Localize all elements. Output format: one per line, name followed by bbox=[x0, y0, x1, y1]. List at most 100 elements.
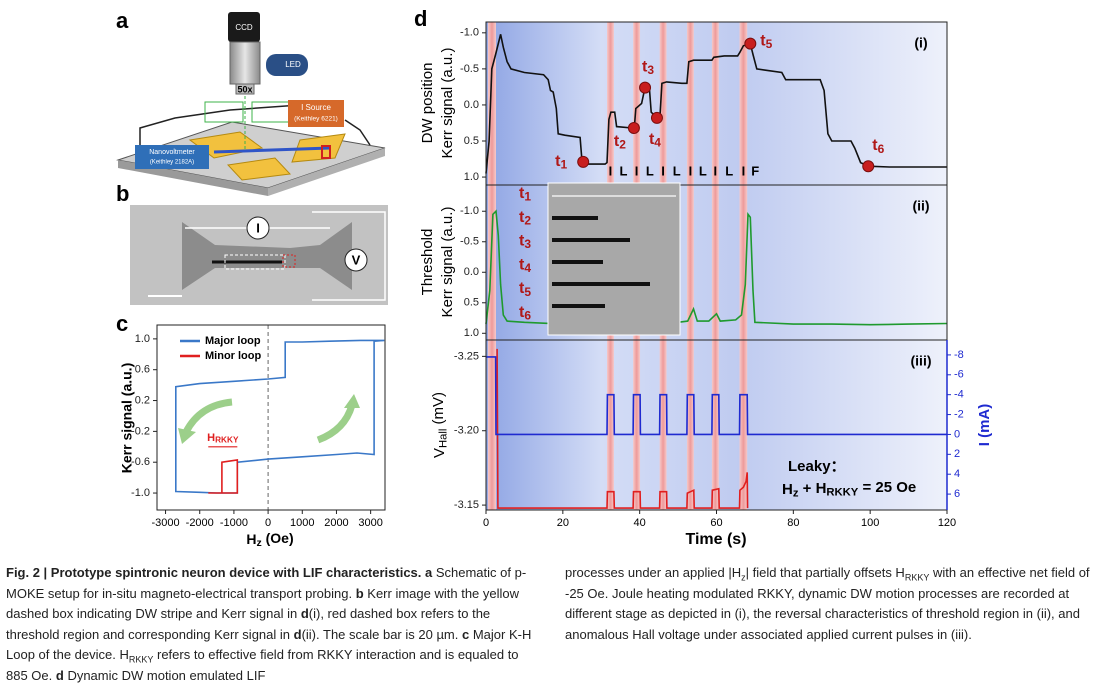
pulse-band bbox=[686, 340, 694, 510]
x-tick-label: 120 bbox=[938, 517, 956, 529]
subplot-label: (ii) bbox=[912, 198, 929, 214]
objective-label: 50x bbox=[237, 84, 252, 94]
pulse-band bbox=[607, 340, 614, 510]
camera bbox=[228, 12, 260, 42]
inset-label: t4 bbox=[519, 257, 531, 276]
text-run: t bbox=[519, 257, 525, 274]
current-source bbox=[288, 100, 344, 127]
text-run: d bbox=[55, 667, 64, 683]
pulse-band bbox=[487, 22, 496, 185]
text-run: refers to effective field from RKKY inte… bbox=[6, 647, 519, 683]
text-run: 4 bbox=[654, 136, 661, 150]
text-run: Hall bbox=[437, 429, 449, 448]
phase-label: I bbox=[609, 163, 613, 178]
pulse-band bbox=[739, 185, 748, 340]
text-run: t bbox=[519, 233, 525, 250]
phase-label: I bbox=[714, 163, 718, 178]
text-run: t bbox=[519, 185, 525, 202]
y-tick-label: 0.5 bbox=[464, 297, 479, 309]
text-run: H bbox=[246, 531, 256, 547]
y-tick-label: 4 bbox=[954, 468, 960, 480]
y-tick-label: -4 bbox=[954, 389, 964, 401]
x-tick-label: 2000 bbox=[324, 517, 348, 529]
data-line bbox=[208, 458, 239, 494]
y-tick-label: 6 bbox=[954, 488, 960, 500]
event-label: t3 bbox=[642, 59, 654, 78]
voltmeter bbox=[135, 145, 209, 169]
microscope bbox=[229, 41, 261, 85]
panel-label: c bbox=[116, 311, 128, 336]
annotation: Leaky： bbox=[788, 458, 846, 475]
caption-right: processes under an applied |Hz| field th… bbox=[565, 563, 1100, 645]
annotation: Hz + HRKKY = 25 Oe bbox=[782, 479, 916, 500]
pulse-band bbox=[739, 22, 748, 185]
annotation: HRKKY bbox=[207, 432, 239, 445]
y-tick-label: -0.6 bbox=[131, 456, 150, 468]
text-run: 1 bbox=[561, 158, 568, 172]
panel-label: d bbox=[414, 6, 427, 31]
phase-label: L bbox=[725, 163, 733, 178]
pulse-band bbox=[686, 185, 694, 340]
inset-bg bbox=[547, 182, 681, 336]
inset-label: t6 bbox=[519, 304, 531, 323]
y-tick-label: 1.0 bbox=[464, 327, 479, 339]
event-marker bbox=[862, 160, 875, 173]
y-tick-label: -0.2 bbox=[131, 425, 150, 437]
figure: a b c d CCD 50x LED I Source (Keithley 6… bbox=[116, 6, 993, 549]
y-axis-label: Kerr signal (a.u.) bbox=[439, 207, 456, 318]
voltmeter bbox=[344, 248, 368, 272]
data-line bbox=[496, 348, 749, 509]
data-line bbox=[485, 34, 947, 174]
phase-label: L bbox=[699, 163, 707, 178]
pulse-band bbox=[487, 340, 496, 510]
text-run: d bbox=[293, 626, 302, 642]
phase-label: L bbox=[620, 163, 628, 178]
text-run: Kerr image with the yellow dashed box in… bbox=[6, 585, 520, 622]
text-run: processes under an applied |H bbox=[565, 565, 742, 580]
event-label: t4 bbox=[649, 131, 661, 150]
kerr-image: I V bbox=[130, 205, 388, 305]
text-run: d bbox=[300, 606, 309, 621]
device bbox=[182, 222, 290, 290]
phase-label: I bbox=[661, 163, 665, 178]
y-tick-label: -6 bbox=[954, 369, 964, 381]
event-marker bbox=[744, 37, 757, 50]
event-label: t5 bbox=[760, 33, 772, 52]
event-marker bbox=[639, 81, 652, 94]
x-tick-label: -3000 bbox=[151, 517, 179, 529]
text-run: z bbox=[741, 572, 746, 583]
pulse-band bbox=[633, 340, 641, 510]
sweep-arrow-head bbox=[178, 428, 196, 444]
y-tick-label: -1.0 bbox=[131, 487, 150, 499]
y-axis-label: Kerr signal (a.u.) bbox=[119, 363, 135, 473]
x-tick-label: 0 bbox=[265, 517, 271, 529]
x-axis-label: Hz (Oe) bbox=[246, 530, 293, 549]
x-tick-label: 40 bbox=[634, 517, 646, 529]
text-run: 2 bbox=[524, 214, 531, 228]
text-run: t bbox=[519, 304, 525, 321]
beam-box bbox=[204, 101, 244, 123]
y-tick-label: 0.0 bbox=[464, 266, 479, 278]
text-run: 1 bbox=[524, 190, 531, 204]
source-label: I Source bbox=[301, 103, 331, 112]
y-tick-label: -3.15 bbox=[454, 499, 479, 511]
y-tick-label: 1.0 bbox=[464, 171, 479, 183]
text-run: RKKY bbox=[215, 435, 239, 444]
text-run: b bbox=[355, 585, 364, 601]
event-marker bbox=[650, 111, 663, 124]
pulse-band bbox=[711, 340, 719, 510]
text-run: RKKY bbox=[904, 572, 930, 583]
event-marker bbox=[577, 155, 590, 168]
y-axis-label: Kerr signal (a.u.) bbox=[439, 48, 456, 159]
y-tick-label: -8 bbox=[954, 349, 964, 361]
text-run: + H bbox=[798, 480, 826, 497]
text-run: H bbox=[782, 481, 793, 498]
y-tick-label: -0.5 bbox=[460, 63, 479, 75]
sweep-arrow bbox=[182, 398, 233, 434]
phase-label: I bbox=[689, 163, 693, 178]
y-tick-label: 0 bbox=[954, 428, 960, 440]
x-tick-label: 0 bbox=[483, 517, 489, 529]
event-label: t2 bbox=[614, 133, 626, 152]
text-run: z bbox=[256, 537, 261, 549]
text-run: 6 bbox=[524, 309, 531, 323]
